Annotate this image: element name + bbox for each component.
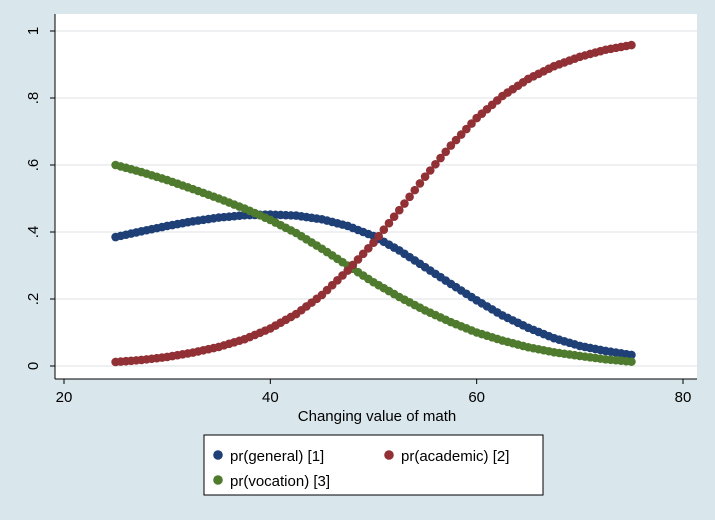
y-tick-label: .8 <box>25 92 42 105</box>
legend-label-academic: pr(academic) [2] <box>401 448 509 465</box>
legend-label-vocation: pr(vocation) [3] <box>230 473 330 490</box>
x-tick-label: 80 <box>675 389 692 406</box>
plot-area <box>55 14 697 379</box>
x-axis-label: Changing value of math <box>298 408 456 425</box>
legend-label-general: pr(general) [1] <box>230 448 324 465</box>
legend-marker-academic <box>384 450 394 460</box>
y-tick-label: .6 <box>25 159 42 172</box>
y-tick-label: 1 <box>25 27 42 35</box>
data-point <box>627 41 636 50</box>
legend: pr(general) [1] pr(academic) [2] pr(voca… <box>204 435 543 495</box>
data-point <box>627 357 636 366</box>
x-tick-label: 20 <box>56 389 73 406</box>
y-axis-ticks: 0 .2 .4 .6 .8 1 <box>25 27 55 370</box>
x-tick-label: 60 <box>468 389 485 406</box>
x-tick-label: 40 <box>262 389 279 406</box>
y-tick-label: 0 <box>25 362 42 370</box>
legend-marker-vocation <box>213 475 223 485</box>
y-tick-label: .2 <box>25 293 42 306</box>
x-axis-ticks: 20 40 60 80 <box>56 379 692 406</box>
legend-marker-general <box>213 450 223 460</box>
y-tick-label: .4 <box>25 226 42 239</box>
